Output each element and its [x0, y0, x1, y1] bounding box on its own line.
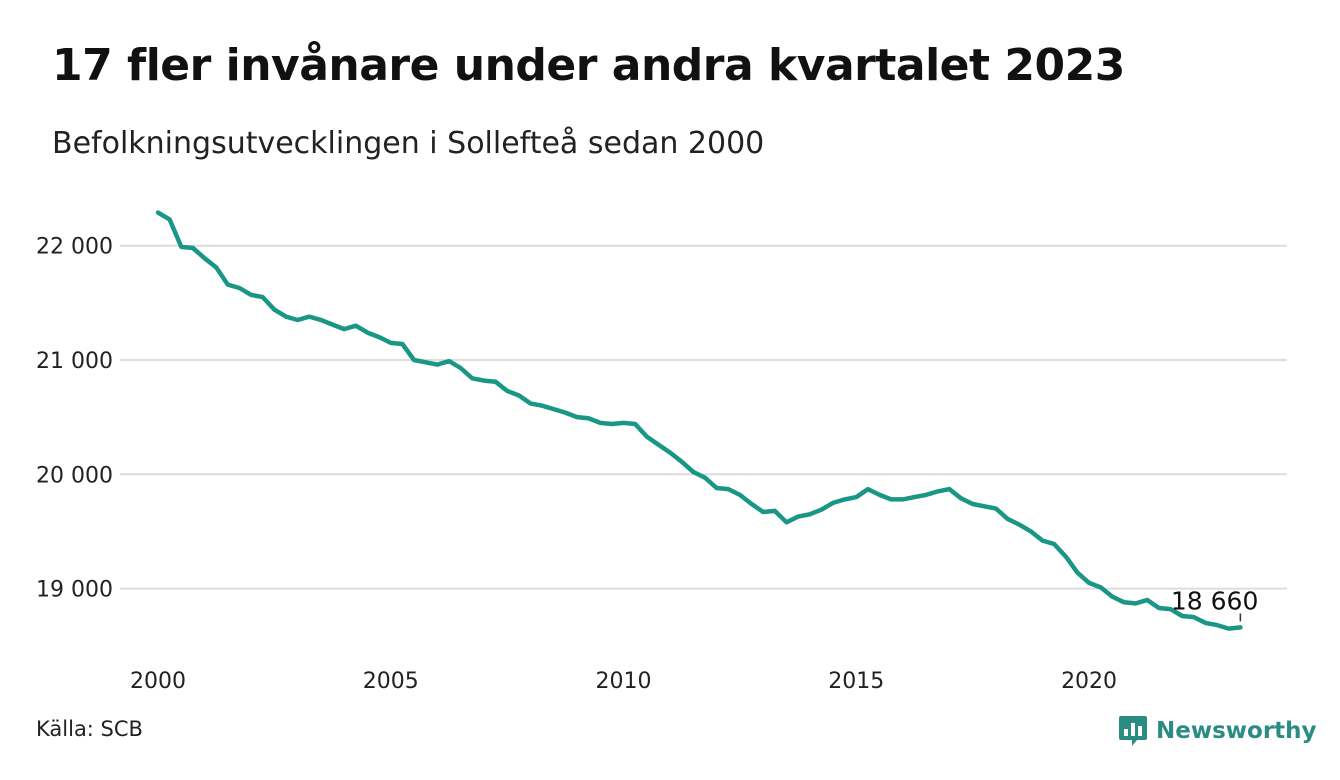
x-tick-label: 2000 [130, 669, 186, 694]
y-tick-label: 22 000 [36, 235, 113, 260]
chart-subtitle: Befolkningsutvecklingen i Sollefteå seda… [52, 126, 765, 161]
x-axis-tick-labels: 2000 2005 2010 2015 2020 [130, 669, 1117, 694]
x-tick-label: 2020 [1061, 669, 1117, 694]
y-tick-label: 21 000 [36, 349, 113, 374]
y-axis-tick-labels: 19 000 20 000 21 000 22 000 [36, 235, 113, 603]
brand-name: Newsworthy [1156, 718, 1317, 744]
series-layer [155, 210, 1243, 631]
y-tick-label: 19 000 [36, 578, 113, 603]
newsworthy-logo-icon [1119, 716, 1147, 746]
chart-title: 17 fler invånare under andra kvartalet 2… [52, 40, 1125, 91]
y-tick-label: 20 000 [36, 463, 113, 488]
x-tick-label: 2015 [828, 669, 884, 694]
series-line [155, 210, 1243, 631]
end-value-label: 18 660 [1171, 586, 1258, 615]
source-note: Källa: SCB [36, 717, 143, 741]
data-label-layer: 18 660 [1171, 586, 1258, 622]
x-tick-label: 2010 [596, 669, 652, 694]
x-tick-label: 2005 [363, 669, 419, 694]
gridlines [120, 244, 1287, 590]
brand-logo: Newsworthy [1118, 714, 1317, 748]
